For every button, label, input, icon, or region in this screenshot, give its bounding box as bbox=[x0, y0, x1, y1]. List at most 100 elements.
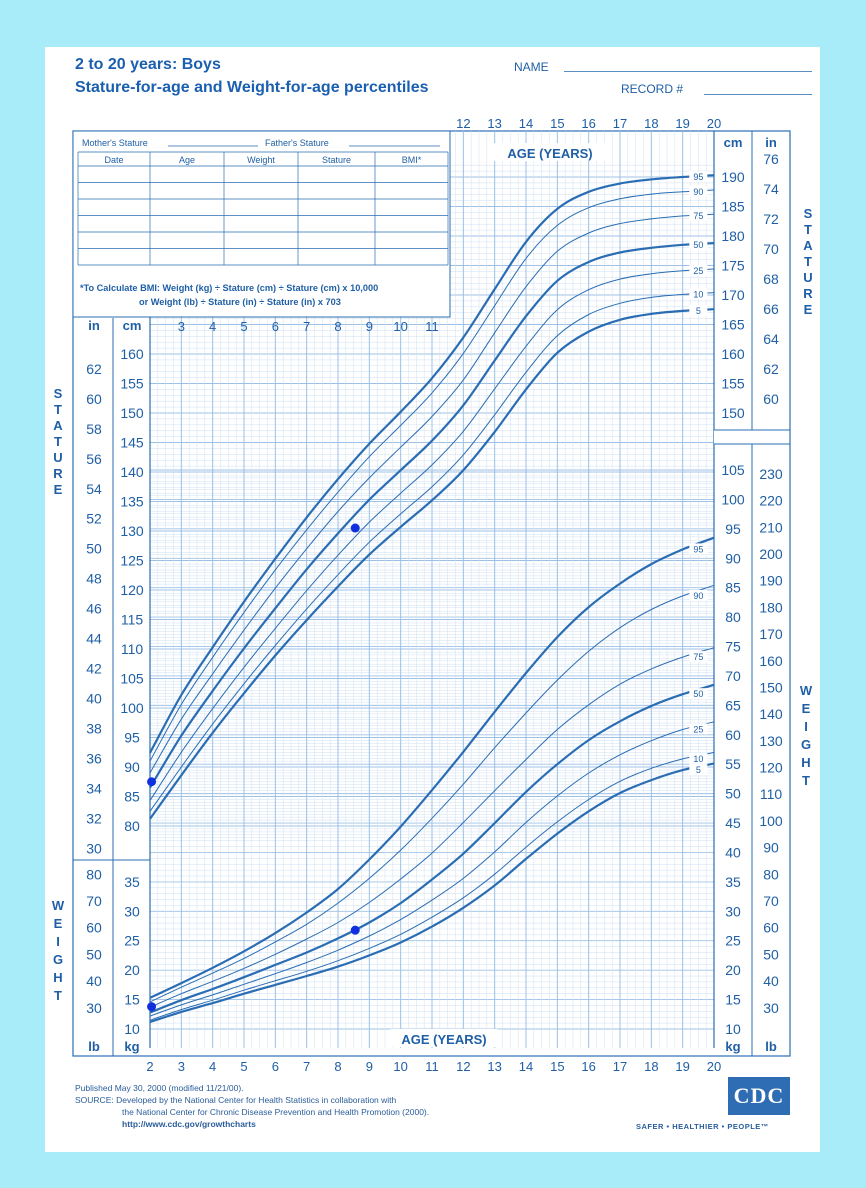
weight-lb-tick-left: 70 bbox=[86, 893, 102, 909]
age-tick-label-bottom: 9 bbox=[366, 1059, 373, 1074]
weight-lb-tick-right: 160 bbox=[759, 653, 783, 669]
stature-in-tick-left: 42 bbox=[86, 661, 102, 677]
weight-kg-tick-left: 25 bbox=[124, 933, 140, 949]
stature-label-bg bbox=[689, 209, 708, 221]
stature-cm-tick-right: 155 bbox=[721, 376, 745, 392]
stature-in-tick-left: 34 bbox=[86, 780, 102, 796]
weight-side-label-right: T bbox=[802, 773, 810, 788]
weight-lb-tick-right: 50 bbox=[763, 946, 779, 962]
weight-kg-tick-left: 15 bbox=[124, 992, 140, 1008]
weight-label-bg bbox=[689, 752, 708, 764]
weight-curve-p10 bbox=[149, 751, 715, 1021]
weight-lb-tick-left: 40 bbox=[86, 973, 102, 989]
weight-lb-tick-right: 140 bbox=[759, 706, 783, 722]
stature-cm-tick-left: 150 bbox=[120, 405, 144, 421]
weight-lb-tick-right: 170 bbox=[759, 626, 783, 642]
weight-lb-tick-right: 210 bbox=[759, 519, 783, 535]
stature-in-tick-left: 38 bbox=[86, 721, 102, 737]
age-tick-label-bottom: 17 bbox=[613, 1059, 627, 1074]
stature-weight-gap bbox=[714, 430, 789, 444]
name-field-line[interactable] bbox=[564, 70, 812, 72]
weight-kg-tick-right: 25 bbox=[725, 933, 741, 949]
age-tick-label-top: 19 bbox=[675, 116, 689, 131]
weight-lb-tick-left: 60 bbox=[86, 920, 102, 936]
stature-label-bg bbox=[689, 288, 708, 300]
stature-side-label-right: T bbox=[804, 254, 812, 269]
stature-curve-p95 bbox=[149, 174, 715, 754]
stature-curve-p25 bbox=[149, 268, 715, 801]
weight-measurement-point bbox=[350, 925, 360, 935]
weight-lb-tick-right: 70 bbox=[763, 893, 779, 909]
weight-kg-tick-right: 90 bbox=[725, 550, 741, 566]
stature-in-tick-left: 62 bbox=[86, 361, 102, 377]
stature-cm-unit-right: cm bbox=[724, 135, 743, 150]
stature-in-tick-right: 60 bbox=[763, 391, 779, 407]
stature-cm-tick-left: 120 bbox=[120, 582, 144, 598]
stature-cm-tick-right: 175 bbox=[721, 258, 745, 274]
stature-curve-p75 bbox=[149, 213, 715, 774]
stature-cm-tick-left: 125 bbox=[120, 553, 144, 569]
age-tick-label-top: 17 bbox=[613, 116, 627, 131]
stature-percentile-label-75: 75 bbox=[693, 211, 703, 221]
table-col-header: Stature bbox=[322, 155, 351, 165]
weight-side-label-left: W bbox=[52, 898, 65, 913]
stature-measurement-point bbox=[147, 777, 157, 787]
age-tick-label-bottom: 13 bbox=[487, 1059, 501, 1074]
weight-kg-tick-right: 40 bbox=[725, 844, 741, 860]
age-tick-label-bottom: 16 bbox=[581, 1059, 595, 1074]
weight-percentile-label-95: 95 bbox=[693, 544, 703, 554]
weight-percentile-label-25: 25 bbox=[693, 724, 703, 734]
weight-kg-tick-right: 55 bbox=[725, 756, 741, 772]
stature-percentile-label-10: 10 bbox=[693, 289, 703, 299]
weight-side-label-left: I bbox=[56, 934, 60, 949]
age-tick-label-bottom: 7 bbox=[303, 1059, 310, 1074]
stature-in-tick-left: 52 bbox=[86, 511, 102, 527]
weight-side-label-right: I bbox=[804, 719, 808, 734]
weight-curve-p95 bbox=[149, 536, 715, 999]
table-col-header: Age bbox=[179, 155, 195, 165]
weight-label-bg bbox=[689, 764, 708, 776]
source-url-link[interactable]: http://www.cdc.gov/growthcharts bbox=[122, 1119, 256, 1129]
stature-label-bg bbox=[689, 185, 708, 197]
stature-cm-tick-left: 145 bbox=[120, 435, 144, 451]
weight-kg-tick-right: 10 bbox=[725, 1021, 741, 1037]
age-tick-label-bottom: 14 bbox=[519, 1059, 533, 1074]
age-tick-label-top: 14 bbox=[519, 116, 533, 131]
stature-percentile-label-95: 95 bbox=[693, 172, 703, 182]
weight-lb-tick-right: 30 bbox=[763, 1000, 779, 1016]
age-tick-label-bottom: 8 bbox=[334, 1059, 341, 1074]
weight-kg-tick-right: 70 bbox=[725, 668, 741, 684]
stature-side-label-left: T bbox=[54, 402, 62, 417]
stature-cm-tick-left: 85 bbox=[124, 789, 140, 805]
weight-percentile-label-5: 5 bbox=[696, 765, 701, 775]
age-tick-label-bottom: 12 bbox=[456, 1059, 470, 1074]
stature-side-label-left: S bbox=[54, 386, 63, 401]
age-title-bg-bottom bbox=[390, 1029, 498, 1047]
stature-in-tick-left: 50 bbox=[86, 541, 102, 557]
stature-side-label-left: A bbox=[53, 418, 63, 433]
age-tick-label-bottom: 19 bbox=[675, 1059, 689, 1074]
age-tick-label-top: 6 bbox=[272, 319, 279, 334]
age-tick-label-bottom: 11 bbox=[425, 1059, 439, 1074]
weight-kg-tick-left: 35 bbox=[124, 874, 140, 890]
age-tick-label-bottom: 10 bbox=[393, 1059, 407, 1074]
stature-cm-tick-left: 100 bbox=[120, 700, 144, 716]
stature-side-label-left: E bbox=[54, 482, 63, 497]
stature-side-label-right: U bbox=[803, 270, 812, 285]
stature-side-label-left: R bbox=[53, 466, 63, 481]
age-tick-label-top: 10 bbox=[393, 319, 407, 334]
record-field-line[interactable] bbox=[704, 93, 812, 95]
stature-percentile-label-25: 25 bbox=[693, 266, 703, 276]
stature-cm-tick-right: 165 bbox=[721, 317, 745, 333]
stature-in-tick-left: 30 bbox=[86, 840, 102, 856]
weight-lb-tick-right: 220 bbox=[759, 493, 783, 509]
weight-percentile-label-90: 90 bbox=[693, 591, 703, 601]
weight-lb-unit-right: lb bbox=[765, 1039, 777, 1054]
stature-curve-p50 bbox=[149, 242, 715, 789]
table-col-header: Weight bbox=[247, 155, 275, 165]
weight-kg-tick-right: 75 bbox=[725, 639, 741, 655]
stature-label-bg bbox=[689, 171, 708, 182]
age-tick-label-top: 11 bbox=[425, 319, 439, 334]
bmi-note-line2: or Weight (lb) ÷ Stature (in) ÷ Stature … bbox=[139, 297, 341, 307]
stature-cm-tick-left: 90 bbox=[124, 759, 140, 775]
